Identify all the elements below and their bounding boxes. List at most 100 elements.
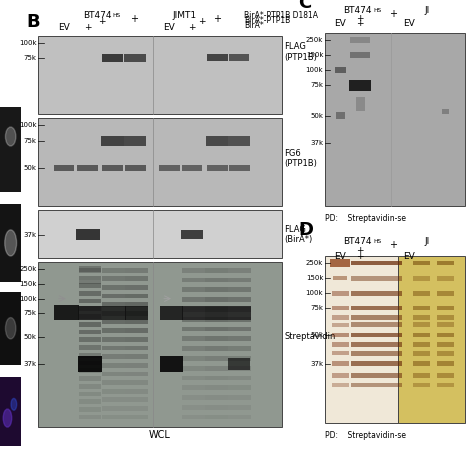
Bar [0,107,21,192]
Text: +: + [356,246,364,255]
Bar [102,311,125,316]
Bar [102,363,125,368]
Bar [205,405,228,410]
Bar [0,377,21,446]
Bar [351,291,368,296]
Bar [205,356,228,361]
Bar [125,398,148,402]
Bar [205,307,228,312]
Text: BirA*: BirA* [244,21,264,30]
Bar [413,291,430,296]
Bar [125,268,148,273]
Bar [205,268,228,273]
Bar [79,407,101,412]
Bar [437,333,454,337]
Bar [102,294,125,299]
Bar [368,322,385,327]
Bar [79,280,101,284]
Bar [437,276,454,281]
Bar [79,314,101,319]
Bar [228,297,251,302]
Text: 250k: 250k [19,266,36,272]
Text: +: + [198,17,205,26]
Bar [205,287,228,292]
Bar [182,356,205,361]
Bar [182,375,205,380]
Bar [77,165,98,171]
Bar [102,372,125,376]
Text: +: + [213,14,221,24]
Bar [368,315,385,320]
Bar [125,337,148,342]
Bar [351,276,368,281]
Text: 37k: 37k [310,361,323,366]
Bar [332,323,349,327]
Bar [78,306,102,320]
Bar [79,368,101,373]
Bar [413,383,430,387]
Bar [38,36,282,114]
Bar [385,373,402,378]
Text: 75k: 75k [310,82,323,88]
Ellipse shape [3,409,12,427]
Bar [413,276,430,281]
Bar [124,136,146,146]
Bar [79,384,101,389]
Bar [125,406,148,411]
Text: 50k: 50k [310,113,323,118]
Bar [102,54,123,62]
Bar [205,317,228,321]
Text: HS: HS [374,239,382,244]
Bar [207,55,228,62]
Bar [102,337,125,342]
Text: 75k: 75k [310,305,323,311]
Bar [54,165,74,171]
Bar [351,322,368,327]
Bar [413,361,430,366]
Bar [182,317,205,321]
Bar [385,306,402,310]
Text: 75k: 75k [24,138,36,144]
Bar [385,342,402,347]
Bar [228,287,251,292]
Bar [413,351,430,356]
Bar [351,315,368,320]
Text: D: D [299,221,314,239]
Bar [228,136,250,146]
Bar [351,306,368,310]
Bar [101,136,124,146]
Bar [182,307,205,312]
Text: C: C [299,0,312,12]
Bar [437,315,454,320]
Bar [102,306,126,320]
Bar [332,383,349,387]
Text: BirA*-PTP1B D181A: BirA*-PTP1B D181A [244,11,318,20]
Bar [182,366,205,371]
Bar [228,366,251,371]
Bar [102,276,125,281]
Bar [349,80,371,91]
Bar [351,261,368,265]
Bar [102,285,125,290]
Bar [102,302,125,307]
Bar [385,361,402,366]
Text: 250k: 250k [306,260,323,266]
Bar [228,327,251,331]
Bar [125,415,148,419]
Bar [182,268,205,273]
Bar [102,268,125,273]
Text: 37k: 37k [23,232,36,237]
Bar [228,395,251,400]
Text: 100k: 100k [19,40,36,46]
Bar [125,319,148,324]
Bar [125,302,148,307]
Bar [79,266,101,272]
Bar [437,351,454,356]
Bar [332,333,349,337]
Bar [335,67,346,73]
Text: +: + [356,19,364,28]
Bar [437,261,454,265]
Bar [351,351,368,356]
Bar [332,306,349,310]
Bar [398,256,465,423]
